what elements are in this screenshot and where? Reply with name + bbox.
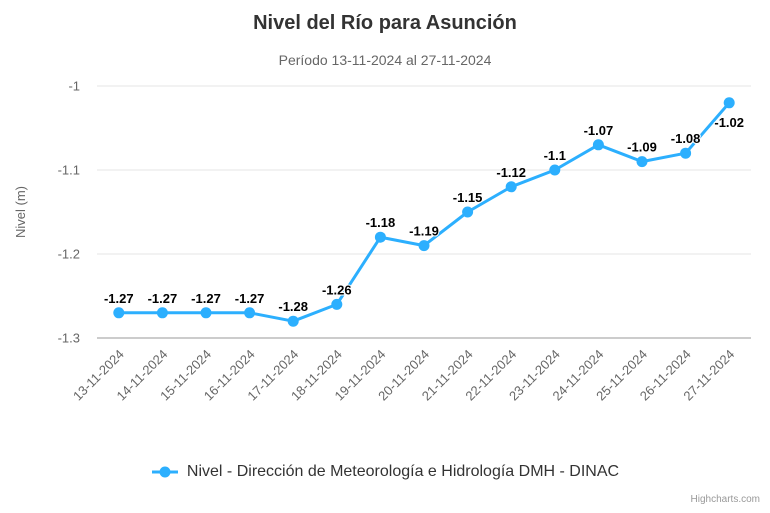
data-point-label: -1.12	[496, 165, 526, 180]
y-tick-label: -1.3	[58, 331, 80, 346]
data-point-label: -1.08	[671, 131, 701, 146]
data-point-marker[interactable]	[505, 181, 517, 193]
data-point-marker[interactable]	[723, 97, 735, 109]
data-point-label: -1.18	[366, 215, 396, 230]
data-point-label: -1.1	[544, 148, 566, 163]
data-point-marker[interactable]	[244, 307, 256, 319]
y-tick-label: -1	[68, 79, 80, 94]
data-point-marker[interactable]	[462, 206, 474, 218]
data-point-marker[interactable]	[680, 147, 692, 159]
data-point-marker[interactable]	[374, 231, 386, 243]
data-point-label: -1.28	[278, 299, 308, 314]
data-point-marker[interactable]	[156, 307, 168, 319]
chart-subtitle: Período 13-11-2024 al 27-11-2024	[278, 52, 492, 68]
legend-label: Nivel - Dirección de Meteorología e Hidr…	[186, 463, 620, 480]
legend-line-marker-icon	[151, 465, 179, 479]
data-point-marker[interactable]	[113, 307, 125, 319]
data-point-label: -1.02	[714, 115, 744, 130]
chart-title: Nivel del Río para Asunción	[253, 12, 517, 34]
data-point-label: -1.07	[584, 123, 614, 138]
data-point-label: -1.27	[104, 291, 134, 306]
highcharts-credits-link[interactable]: Highcharts.com	[690, 494, 760, 505]
series-line	[117, 101, 731, 323]
data-point-label: -1.15	[453, 190, 483, 205]
data-point-marker[interactable]	[592, 139, 604, 151]
data-point-marker[interactable]	[636, 156, 648, 168]
data-point-marker[interactable]	[200, 307, 212, 319]
data-point-label: -1.19	[409, 224, 439, 239]
y-axis-title: Nivel (m)	[13, 186, 28, 238]
data-point-label: -1.09	[627, 140, 657, 155]
legend-item-nivel[interactable]: Nivel - Dirección de Meteorología e Hidr…	[0, 463, 770, 481]
data-point-marker[interactable]	[418, 240, 430, 252]
data-point-marker[interactable]	[331, 298, 343, 310]
data-point-label: -1.27	[148, 291, 178, 306]
data-point-label: -1.26	[322, 282, 352, 297]
data-point-label: -1.27	[191, 291, 221, 306]
data-point-marker[interactable]	[549, 164, 561, 176]
y-tick-label: -1.2	[58, 247, 80, 262]
y-tick-label: -1.1	[58, 163, 80, 178]
data-point-label: -1.27	[235, 291, 265, 306]
data-point-marker[interactable]	[287, 315, 299, 327]
